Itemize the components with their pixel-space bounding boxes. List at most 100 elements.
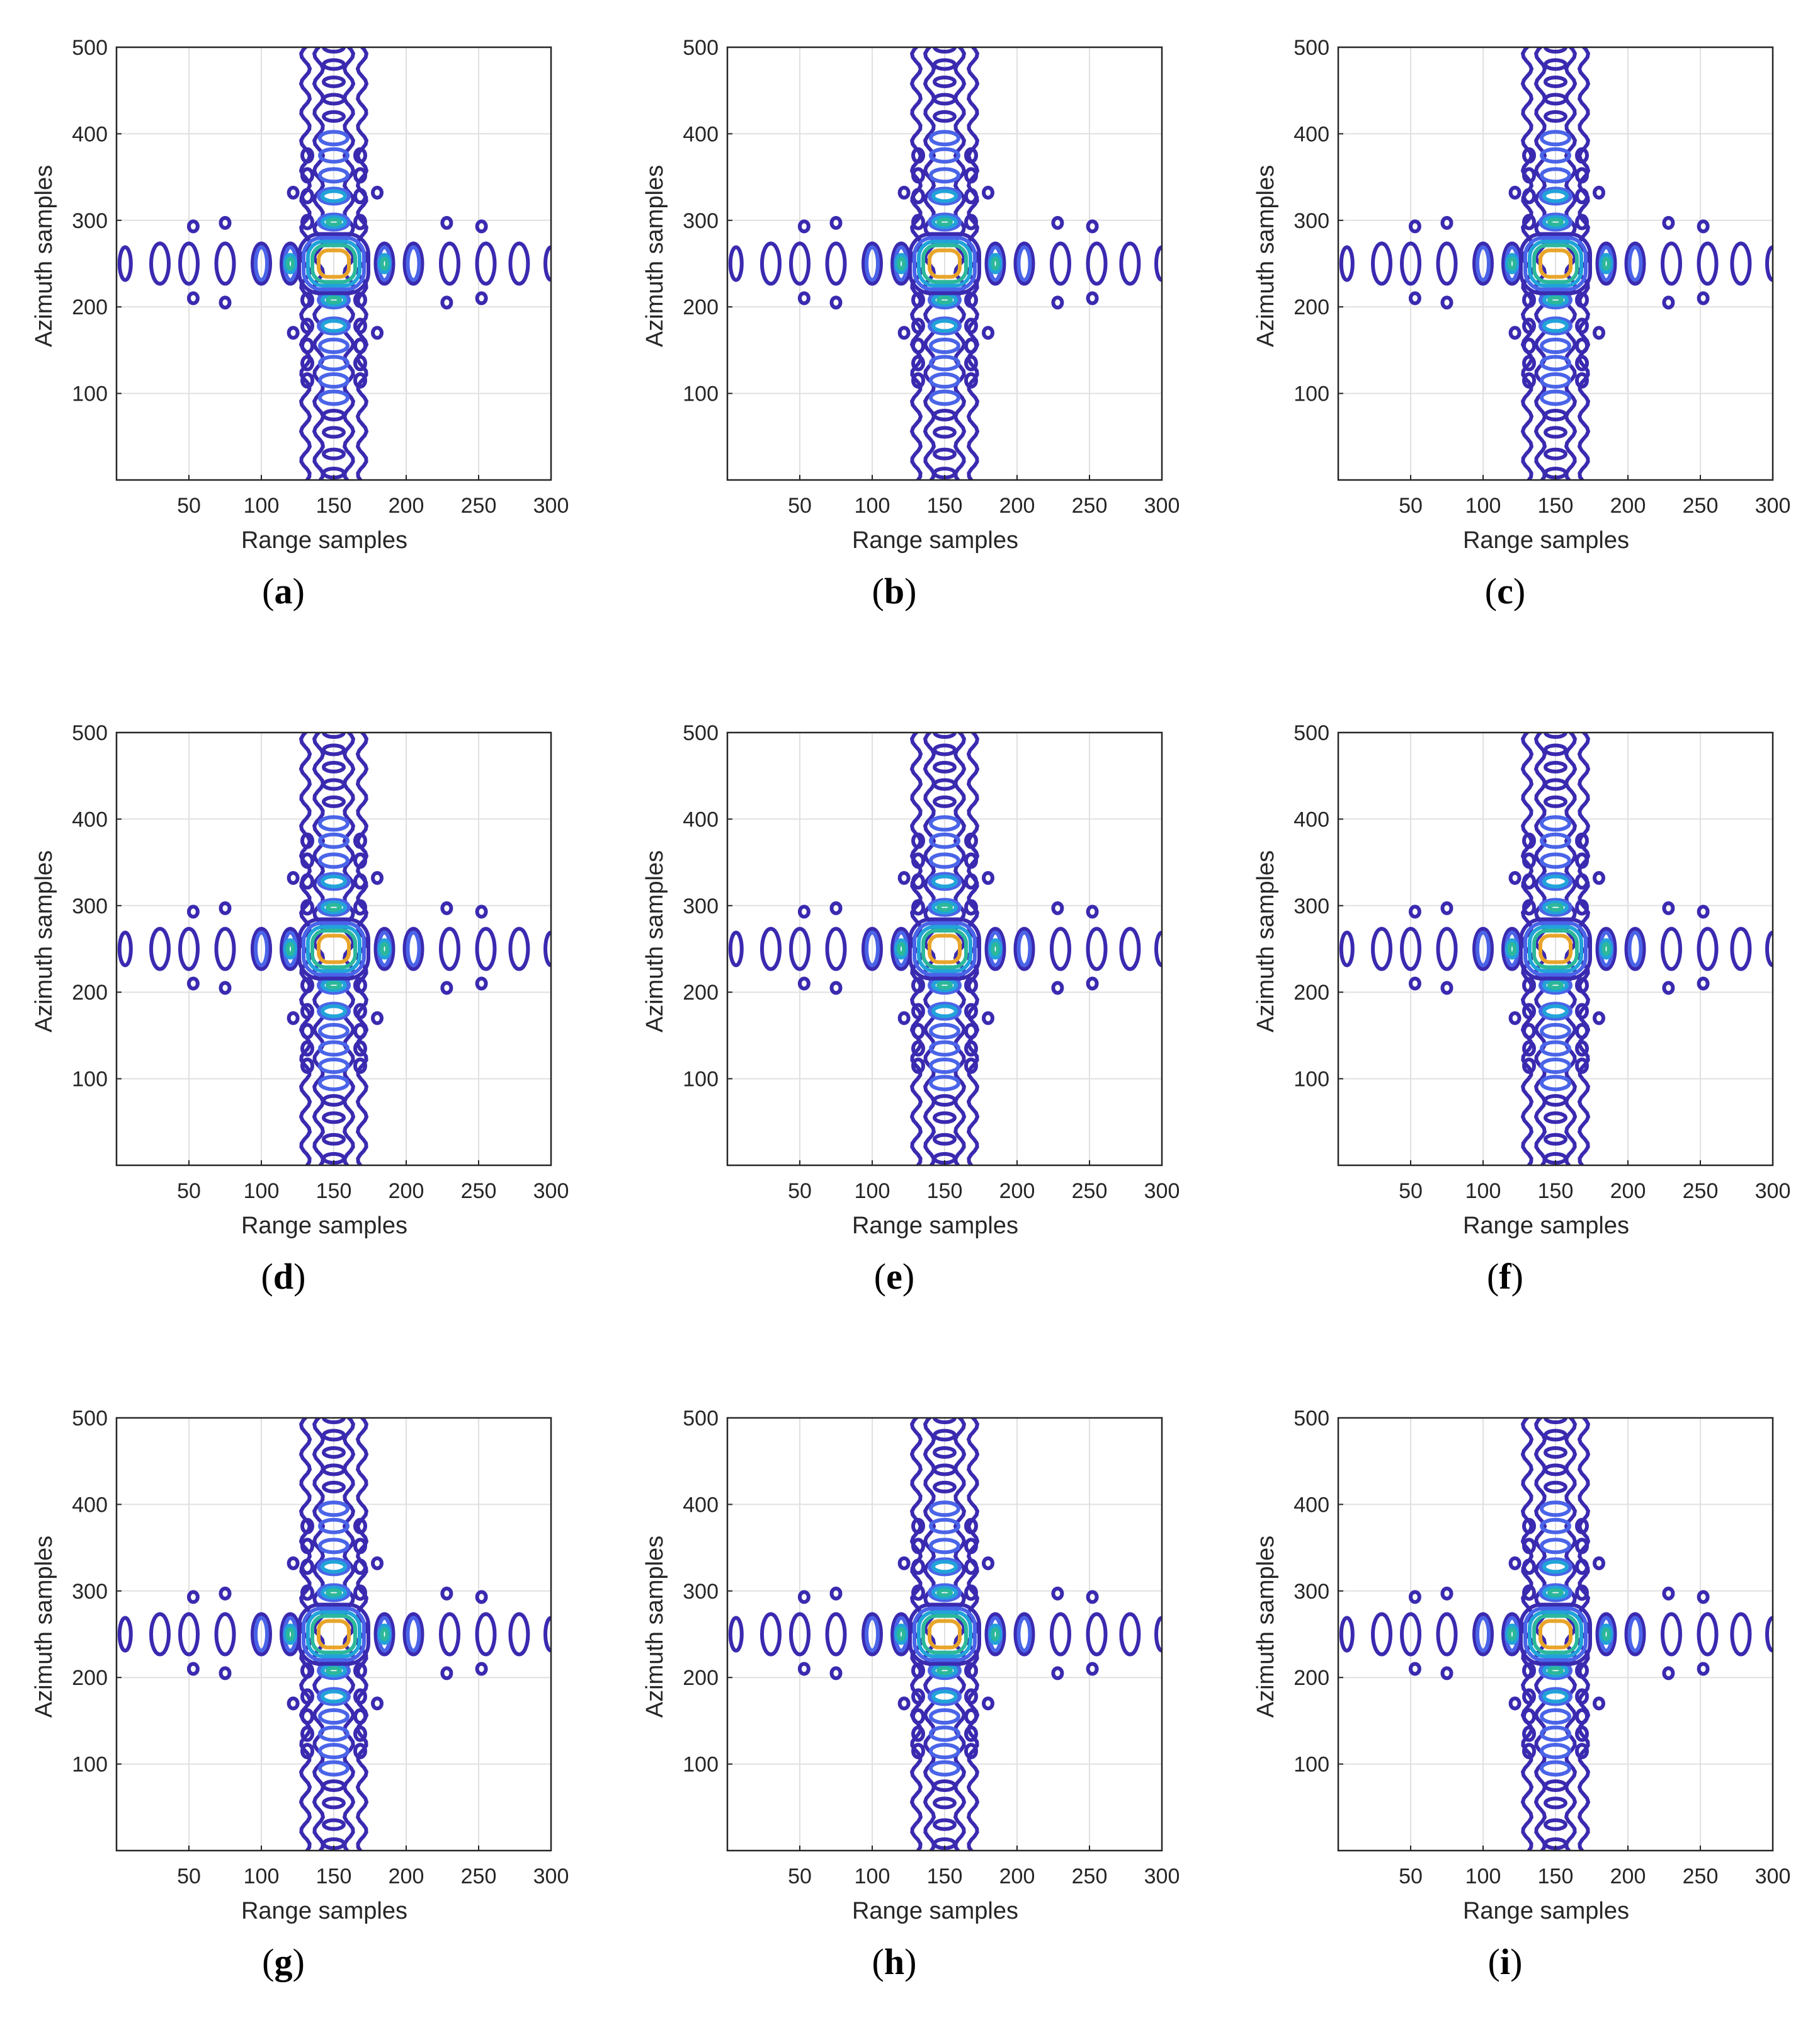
azimuth-sidelobe-peak [1547,981,1564,990]
azimuth-sidelobe [1538,898,1573,917]
x-tick-label: 100 [1465,1179,1501,1203]
azimuth-sidelobe [317,316,351,336]
azimuth-sidelobe [322,733,346,739]
x-tick-label: 250 [461,1864,497,1888]
azimuth-side-curl [300,1558,314,1575]
azimuth-side-curl [911,317,925,334]
subplot-i: 50 100 150 200 250 300 100 200 300 400 500 Range sa… [1222,1396,1790,2032]
azimuth-sidelobe-inner [321,1585,347,1600]
x-tick-label: 100 [855,1179,890,1203]
azimuth-sidelobe-inner [931,215,958,229]
side-dot [982,326,994,340]
y-tick-label: 500 [1294,721,1329,745]
x-tick-label: 300 [1755,1179,1791,1203]
azimuth-side-curl [911,1538,925,1555]
azimuth-sidelobe-peak [1547,1588,1564,1597]
azimuth-side-curl [353,167,367,184]
range-sidelobe [1765,930,1773,967]
x-axis-label: Range samples [1463,1213,1629,1239]
contours [117,733,551,1165]
azimuth-side-curl [353,1688,367,1705]
azimuth-side-curl [911,977,925,994]
panel-caption-letter: e [886,1256,902,1297]
azimuth-side-curl [964,1517,978,1534]
azimuth-sidelobe-inner [931,1560,958,1574]
azimuth-sidelobe [318,147,350,164]
azimuth-sidelobe [318,1517,350,1534]
range-sidelobe [508,927,530,971]
azimuth-side-curl [353,372,367,389]
azimuth-sidelobe-peak [1547,295,1564,305]
range-sidelobe [1765,1616,1773,1653]
y-tick-label: 300 [683,1580,719,1604]
range-sidelobe [1050,241,1071,286]
azimuth-side-curl [964,977,978,994]
side-dot [1593,1696,1605,1711]
y-tick-label: 300 [1294,1580,1329,1604]
main-lobe-level-2 [1523,921,1588,977]
azimuth-side-curl [911,1584,925,1601]
range-sidelobe-peak [897,256,906,271]
range-sidelobe [1624,927,1646,971]
azimuth-sidelobe [1544,110,1567,123]
azimuth-side-curl [911,1725,925,1742]
side-dot [371,1011,384,1025]
y-tick-label: 400 [72,1493,108,1517]
azimuth-sidelobe-peak [936,903,953,912]
range-sidelobe-inner [1476,1616,1491,1653]
x-tick-label: 250 [1072,494,1108,518]
azimuth-sidelobe [929,1023,960,1040]
azimuth-sidelobe [322,1779,346,1792]
azimuth-side-curl [1522,1742,1536,1759]
azimuth-sidelobe [933,1133,957,1146]
side-dot [475,976,488,991]
side-dot [1440,295,1453,310]
azimuth-sidelobe [1544,1093,1567,1107]
azimuth-sidelobe [322,447,346,460]
side-dot [1408,1662,1421,1676]
azimuth-side-curl [300,147,314,164]
range-sidelobe [862,241,883,286]
range-sidelobe [373,241,395,286]
range-sidelobe [1013,241,1035,286]
x-tick-label: 250 [1072,1864,1108,1888]
azimuth-sidelobe [322,1111,346,1124]
range-sidelobe-peak [380,256,389,271]
y-axis-label: Azimuth samples [1253,850,1279,1032]
range-sidelobe [178,927,200,971]
side-dot [440,1666,453,1681]
range-sidelobe [789,927,810,971]
side-dot [982,1696,994,1711]
azimuth-sidelobe-peak [936,981,953,990]
azimuth-side-curl [911,214,925,231]
range-sidelobe [1436,927,1458,971]
main-lobe-level-1 [1519,1602,1592,1666]
azimuth-sidelobe [1544,1779,1567,1792]
side-dot [186,976,200,991]
azimuth-side-curl [964,1688,978,1705]
range-sidelobe [1339,930,1355,967]
azimuth-sidelobe [318,1057,350,1074]
range-sidelobe-peak [380,942,389,956]
range-sidelobe [214,1612,236,1657]
y-tick-label: 300 [1294,209,1329,233]
x-tick-label: 50 [1399,494,1423,518]
x-tick-label: 250 [1683,1864,1719,1888]
azimuth-side-curl [300,1057,314,1074]
azimuth-side-curl [300,1662,314,1679]
range-sidelobe-core [988,253,1003,275]
azimuth-sidelobe [929,852,960,869]
side-dot [897,1696,911,1711]
x-tick-label: 300 [533,1179,569,1203]
x-tick-label: 250 [1683,494,1719,518]
y-tick-label: 500 [72,721,108,745]
x-tick-label: 200 [389,1864,424,1888]
x-tick-label: 50 [177,1864,201,1888]
azimuth-sidelobe [929,130,960,147]
azimuth-side-curl [1575,167,1589,184]
x-tick-label: 300 [1144,494,1180,518]
azimuth-sidelobe [929,815,960,832]
y-tick-label: 500 [683,721,719,745]
range-sidelobe-inner [406,245,421,282]
range-sidelobe [1086,1612,1108,1657]
